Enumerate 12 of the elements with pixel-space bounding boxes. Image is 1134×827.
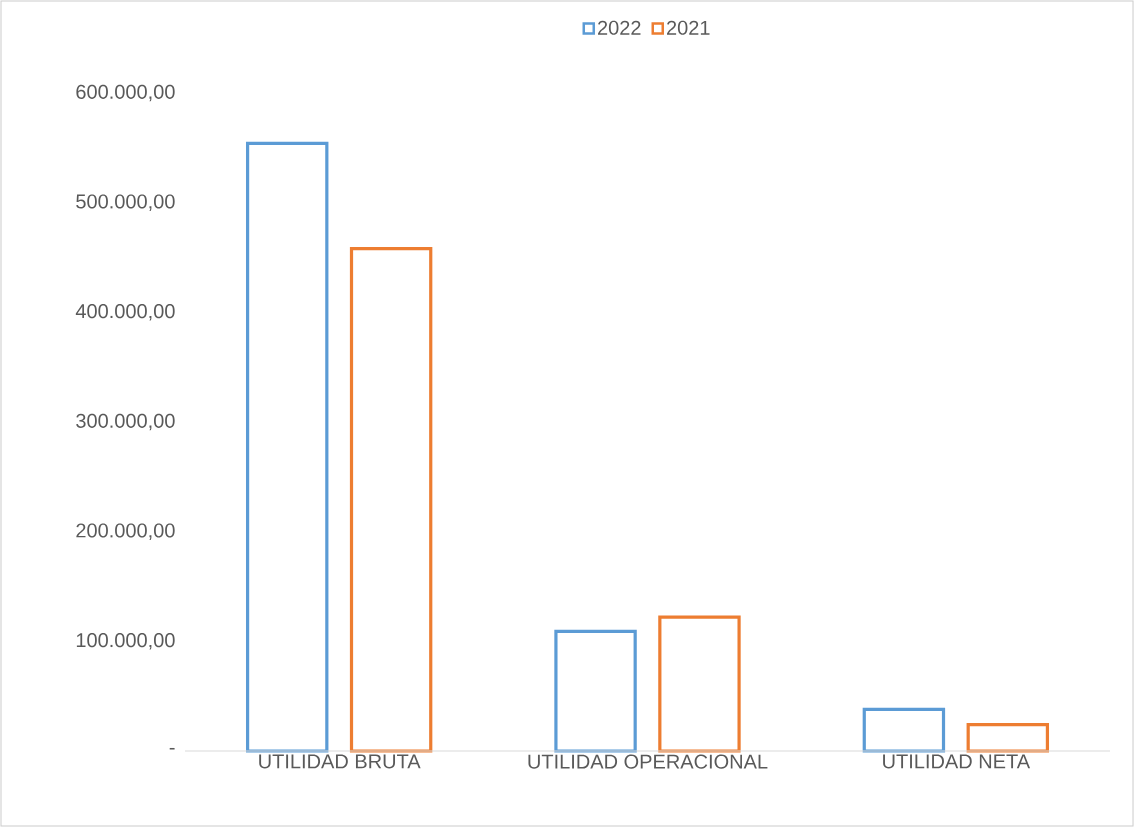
y-tick-label: 500.000,00 <box>76 194 175 211</box>
y-tick-label: 400.000,00 <box>75 304 175 321</box>
legend-label: 2021 <box>667 20 710 35</box>
y-tick-label: 100.000,00 <box>76 633 175 650</box>
x-tick-label: UTILIDAD NETA <box>883 754 1031 769</box>
legend-label: 2022 <box>598 20 641 35</box>
y-tick-label: 600.000,00 <box>76 84 175 102</box>
x-tick-label: UTILIDAD OPERACIONAL <box>528 754 768 769</box>
y-tick-label: - <box>169 747 175 750</box>
y-tick-label: 200.000,00 <box>76 523 175 540</box>
y-tick-label: 300.000,00 <box>76 413 175 431</box>
x-tick-label: UTILIDAD BRUTA <box>259 754 421 769</box>
